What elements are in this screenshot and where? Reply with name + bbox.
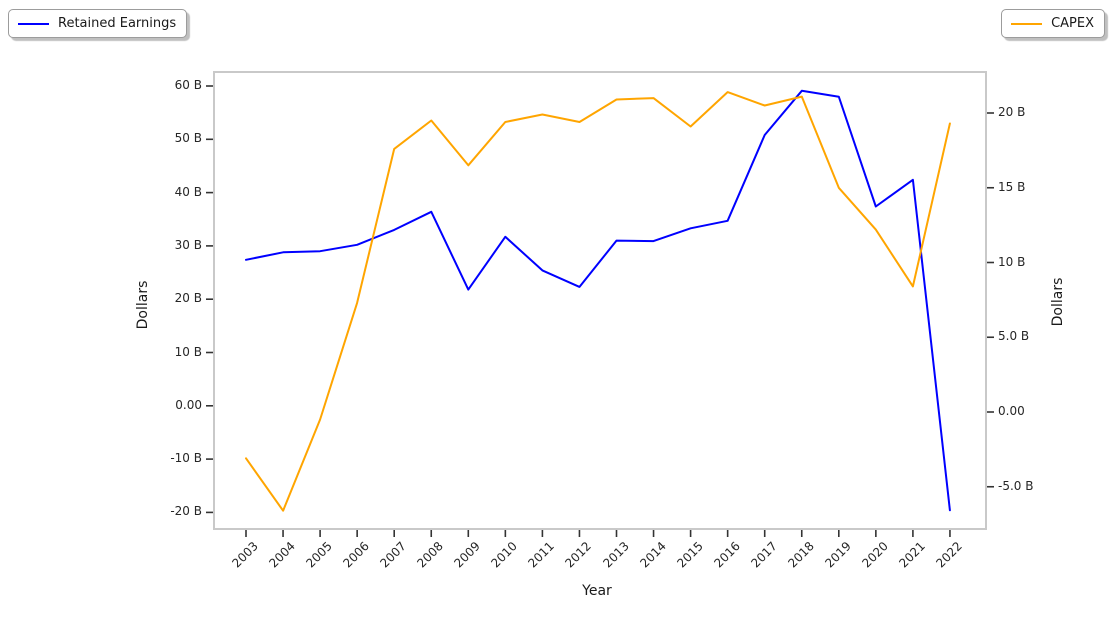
left-axis-tick-label: 0.00 [175,397,202,412]
left-axis-tick-label: 60 B [174,78,202,92]
plot-border [213,71,987,530]
left-axis-tick-label: -20 B [170,504,202,519]
right-axis-title: Dollars [1050,277,1066,327]
left-axis-title: Dollars [135,280,151,330]
x-axis-title: Year [582,583,612,599]
right-axis-tick-label: 10 B [998,254,1026,269]
line-capex [245,91,951,512]
left-axis-tick-label: 20 B [174,291,202,306]
legend-label-retained-earnings: Retained Earnings [58,16,177,31]
left-axis-tick-label: 10 B [174,344,202,359]
capex-line-swatch [1011,22,1043,25]
left-axis-tick-label: 40 B [174,184,202,199]
left-axis-tick-label: 30 B [174,237,202,252]
line-retained-earnings [245,89,951,512]
right-axis-tick-label: 5.0 B [998,329,1030,344]
legend-label-capex: CAPEX [1051,16,1094,31]
retained-earnings-line-swatch [18,22,49,25]
right-axis-tick-label: 15 B [998,179,1026,194]
right-axis-tick-label: -5.0 B [998,478,1034,493]
legend-capex: CAPEX [1001,9,1105,38]
right-axis-tick-label: 0.00 [998,404,1025,418]
left-axis-tick-label: 50 B [174,131,202,146]
right-axis-tick-label: 20 B [998,105,1026,119]
left-axis-tick-label: -10 B [170,451,202,466]
legend-retained-earnings: Retained Earnings [8,9,188,38]
